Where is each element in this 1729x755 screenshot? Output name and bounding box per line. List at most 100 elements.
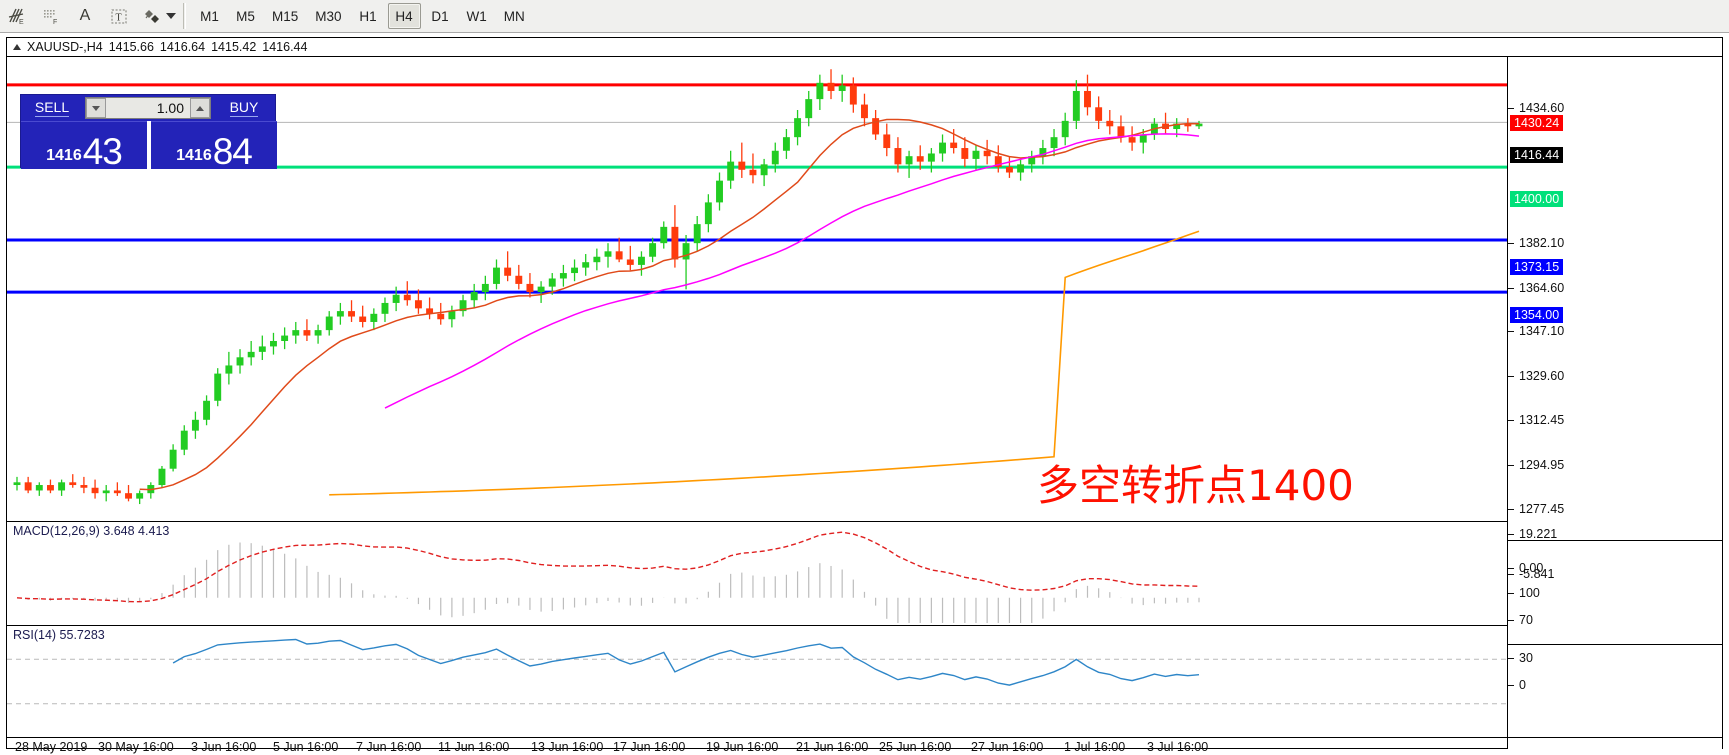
- price-scale-label: 1434.60: [1508, 101, 1567, 115]
- price-pane[interactable]: 多空转折点1400: [7, 57, 1507, 519]
- candlestick: [158, 466, 166, 488]
- candlestick: [191, 411, 199, 439]
- timeframe-button-w1[interactable]: W1: [460, 3, 494, 29]
- volume-input[interactable]: 1.00: [156, 100, 184, 116]
- sell-label: SELL: [34, 99, 70, 117]
- trade-panel-divider: [147, 121, 151, 169]
- text-object-icon[interactable]: T: [102, 1, 136, 31]
- timeframe-button-m1[interactable]: M1: [193, 3, 226, 29]
- price-scale-label: 1329.60: [1508, 369, 1567, 383]
- price-scale-label: 0: [1508, 678, 1529, 692]
- candlestick: [336, 302, 344, 325]
- price-scale-highlight: 1430.24: [1510, 115, 1564, 131]
- timeframe-button-m30[interactable]: M30: [308, 3, 348, 29]
- volume-stepper[interactable]: 1.00: [85, 97, 211, 119]
- candlestick: [292, 321, 300, 344]
- quote-bar: XAUUSD-,H4 1415.66 1416.64 1415.42 1416.…: [7, 38, 1722, 57]
- buy-button[interactable]: BUY: [213, 99, 275, 117]
- price-scale-label: 1364.60: [1508, 281, 1567, 295]
- candlestick: [950, 129, 958, 154]
- candlestick: [281, 327, 289, 350]
- collapse-icon[interactable]: [13, 44, 21, 50]
- time-scale-label: 30 May 16:00: [98, 740, 174, 754]
- scale-value: 70: [1519, 613, 1533, 627]
- price-scale-label: 100: [1508, 586, 1543, 600]
- price-scale[interactable]: 1434.60 1430.24 1416.44 1400.00 1382.10 1373.…: [1507, 57, 1723, 749]
- sell-price-integer: 1416: [46, 147, 82, 164]
- timeframe-group: M1 M5 M15 M30 H1 H4 D1 W1 MN: [193, 3, 535, 29]
- svg-text:E: E: [19, 19, 24, 26]
- candlestick: [381, 297, 389, 322]
- scale-value: 1434.60: [1519, 101, 1565, 115]
- candlestick: [615, 237, 623, 263]
- candlestick: [147, 482, 155, 499]
- grid-icon[interactable]: F: [34, 1, 68, 31]
- time-scale-label: 11 Jun 16:00: [438, 740, 510, 754]
- candlestick: [1039, 139, 1047, 165]
- scale-value: 1312.45: [1519, 413, 1565, 427]
- time-scale-label: 19 Jun 16:00: [706, 740, 779, 754]
- timeframe-label: W1: [466, 8, 487, 24]
- price-scale-label: 1400.00: [1510, 191, 1564, 207]
- objects-menu-icon[interactable]: [136, 1, 170, 31]
- price-scale-label: 1347.10: [1508, 324, 1567, 338]
- rsi-line: [172, 638, 1200, 686]
- scale-tick: [1508, 658, 1514, 660]
- candlestick: [983, 139, 991, 165]
- price-scale-highlight: 1373.15: [1510, 259, 1564, 275]
- buy-price-display[interactable]: 1416 84: [151, 121, 277, 170]
- timeframe-button-h1[interactable]: H1: [352, 3, 385, 29]
- candlestick: [649, 237, 657, 263]
- moving-average-fast: [139, 118, 1200, 491]
- volume-decrease-button[interactable]: [86, 98, 106, 118]
- price-scale-highlight: 1354.00: [1510, 307, 1564, 323]
- candlestick: [69, 474, 77, 488]
- timeframe-button-mn[interactable]: MN: [497, 3, 532, 29]
- price-scale-label: 1294.95: [1508, 458, 1567, 472]
- candlestick: [604, 243, 612, 268]
- scale-tick: [1508, 534, 1514, 536]
- candlestick: [414, 289, 422, 314]
- time-scale-label: 3 Jul 16:00: [1147, 740, 1209, 754]
- rsi-pane[interactable]: RSI(14) 55.7283: [7, 625, 1507, 737]
- candlestick: [437, 302, 445, 325]
- sell-button[interactable]: SELL: [21, 99, 83, 117]
- timeframe-label: D1: [431, 8, 449, 24]
- candlestick: [1184, 118, 1192, 132]
- candlestick: [905, 150, 913, 178]
- timeframe-button-d1[interactable]: D1: [424, 3, 457, 29]
- scale-tick: [1508, 593, 1514, 595]
- indicators-icon[interactable]: E: [0, 1, 34, 31]
- sell-price-display[interactable]: 1416 43: [21, 121, 147, 170]
- candlestick: [782, 129, 790, 159]
- timeframe-button-h4[interactable]: H4: [387, 3, 421, 29]
- time-scale[interactable]: 28 May 2019 30 May 16:00 3 Jun 16:00 5 Jun …: [7, 737, 1722, 754]
- scale-value: 0: [1519, 678, 1526, 692]
- scale-tick: [1508, 376, 1514, 378]
- time-scale-label: 7 Jun 16:00: [356, 740, 422, 754]
- svg-text:T: T: [116, 13, 122, 24]
- price-scale-label: 1312.45: [1508, 413, 1567, 427]
- font-icon[interactable]: A: [79, 7, 91, 24]
- candlestick: [426, 297, 434, 320]
- candlestick: [125, 485, 132, 502]
- objects-dropdown-caret[interactable]: [166, 13, 176, 19]
- rsi-plot: [7, 638, 1507, 705]
- scale-value: 1364.60: [1519, 281, 1565, 295]
- candlestick: [314, 324, 322, 344]
- candlestick: [236, 349, 244, 374]
- price-scale-label: 30: [1508, 651, 1536, 665]
- timeframe-label: M15: [272, 8, 299, 24]
- volume-increase-button[interactable]: [190, 98, 210, 118]
- timeframe-button-m5[interactable]: M5: [229, 3, 262, 29]
- scale-value: 0.00: [1519, 561, 1544, 575]
- time-scale-label: 17 Jun 16:00: [613, 740, 686, 754]
- timeframe-button-m15[interactable]: M15: [265, 3, 305, 29]
- one-click-trading-panel[interactable]: SELL 1.00 BUY 1416 43 1416 84: [20, 94, 277, 170]
- toolbar-separator: [183, 3, 186, 29]
- scale-tick: [1508, 331, 1514, 333]
- timeframe-label: MN: [503, 8, 525, 24]
- macd-pane[interactable]: MACD(12,26,9) 3.648 4.413: [7, 521, 1507, 623]
- candlestick: [270, 332, 277, 355]
- time-scale-label: 1 Jul 16:00: [1064, 740, 1126, 754]
